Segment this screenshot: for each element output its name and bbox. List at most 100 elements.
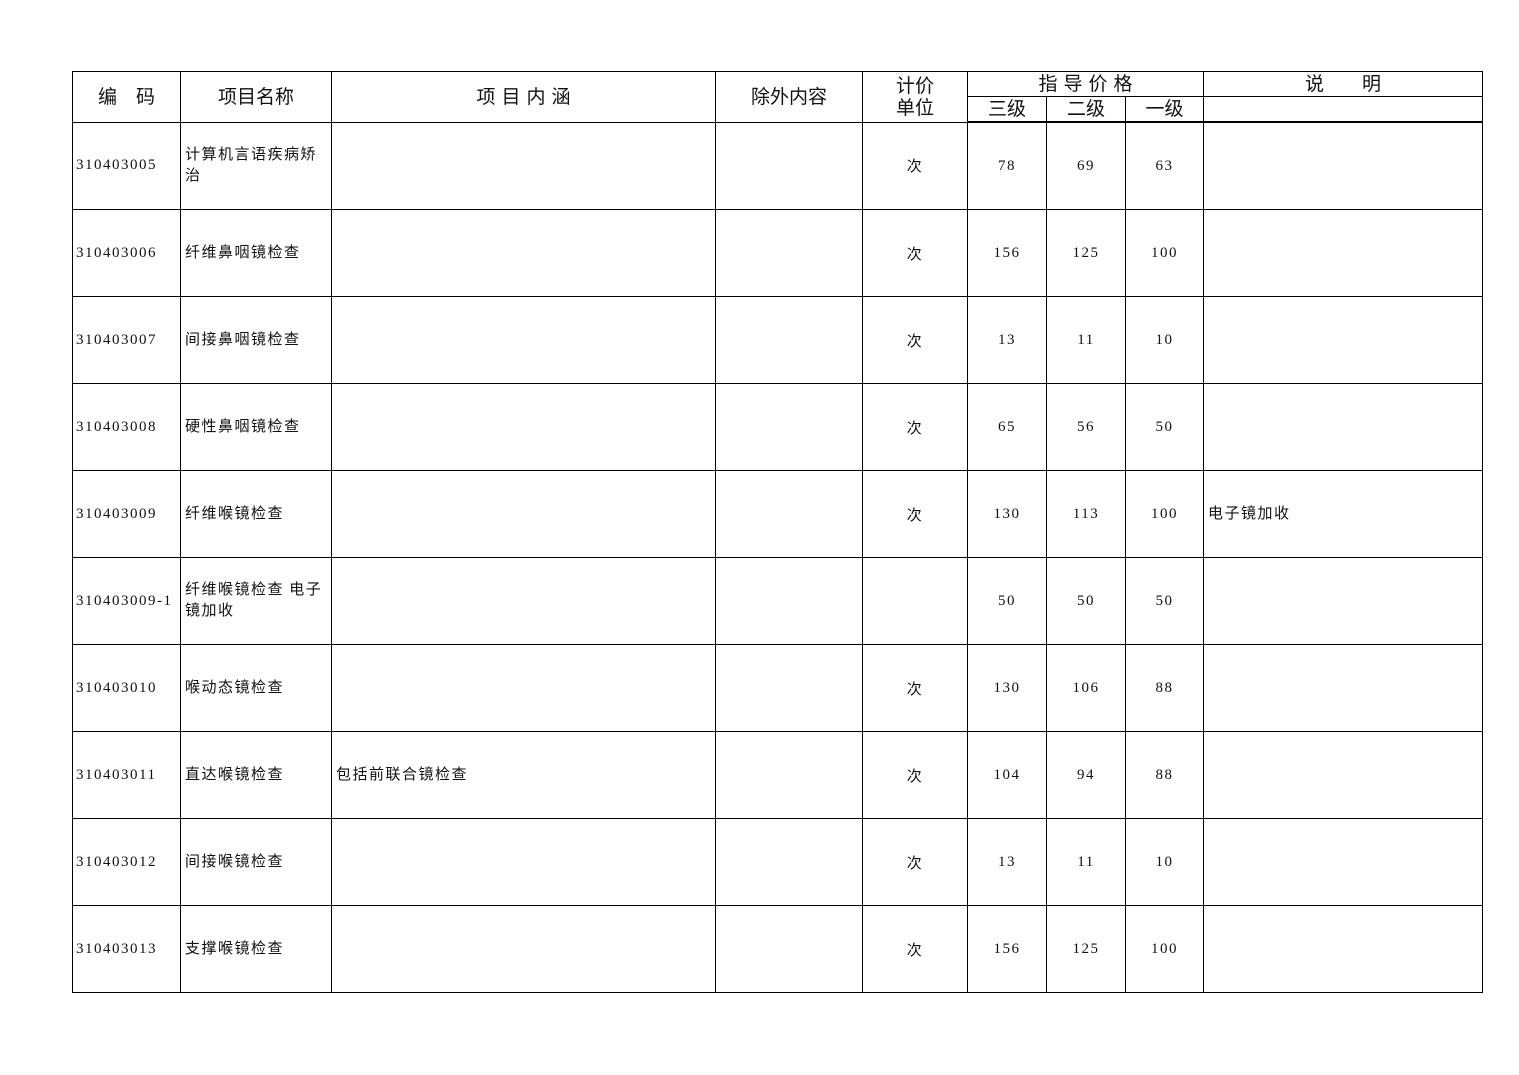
cell-level1: 100 xyxy=(1124,470,1205,558)
cell-level1: 100 xyxy=(1124,209,1205,297)
cell-content xyxy=(331,905,716,993)
cell-level3: 78 xyxy=(967,121,1047,210)
cell-content xyxy=(331,121,716,210)
cell-level3: 130 xyxy=(967,644,1047,732)
cell-code: 310403007 xyxy=(72,296,181,384)
cell-name: 间接喉镜检查 xyxy=(180,818,332,906)
header-level2: 二级 xyxy=(1046,96,1126,123)
cell-level2: 11 xyxy=(1046,818,1126,906)
header-note: 说 明 xyxy=(1203,71,1484,97)
table-row: 310403009-1 纤维喉镜检查 电子镜加收 50 50 50 xyxy=(72,557,1484,645)
price-table: 编 码 项目名称 项 目 内 涵 除外内容 计价 单位 指 导 价 格 说 明 三… xyxy=(72,71,1484,993)
cell-excluded xyxy=(715,557,863,645)
cell-level3: 13 xyxy=(967,818,1047,906)
cell-name: 纤维鼻咽镜检查 xyxy=(180,209,332,297)
cell-note: 电子镜加收 xyxy=(1203,470,1484,558)
cell-excluded xyxy=(715,905,863,993)
cell-content xyxy=(331,383,716,471)
header-unit: 计价 单位 xyxy=(862,71,968,123)
cell-content xyxy=(331,209,716,297)
cell-level2: 106 xyxy=(1046,644,1126,732)
table-row: 310403008 硬性鼻咽镜检查 次 65 56 50 xyxy=(72,383,1484,471)
cell-unit: 次 xyxy=(862,383,968,471)
cell-code: 310403012 xyxy=(72,818,181,906)
cell-excluded xyxy=(715,818,863,906)
cell-excluded xyxy=(715,296,863,384)
cell-name: 喉动态镜检查 xyxy=(180,644,332,732)
cell-level2: 11 xyxy=(1046,296,1126,384)
cell-excluded xyxy=(715,731,863,819)
cell-code: 310403010 xyxy=(72,644,181,732)
table-row: 310403012 间接喉镜检查 次 13 11 10 xyxy=(72,818,1484,906)
cell-content xyxy=(331,818,716,906)
cell-name: 硬性鼻咽镜检查 xyxy=(180,383,332,471)
header-unit-line2: 单位 xyxy=(895,96,934,119)
cell-content xyxy=(331,557,716,645)
cell-code: 310403009-1 xyxy=(72,557,181,645)
cell-level1: 100 xyxy=(1124,905,1205,993)
cell-note xyxy=(1203,905,1484,993)
cell-content: 包括前联合镜检查 xyxy=(331,731,716,819)
cell-level3: 13 xyxy=(967,296,1047,384)
cell-level3: 50 xyxy=(967,557,1047,645)
cell-excluded xyxy=(715,209,863,297)
cell-level1: 50 xyxy=(1124,557,1205,645)
cell-level3: 156 xyxy=(967,905,1047,993)
cell-name: 直达喉镜检查 xyxy=(180,731,332,819)
cell-name: 间接鼻咽镜检查 xyxy=(180,296,332,384)
cell-content xyxy=(331,296,716,384)
cell-level1: 10 xyxy=(1124,818,1205,906)
cell-level3: 130 xyxy=(967,470,1047,558)
header-content: 项 目 内 涵 xyxy=(331,71,716,123)
cell-level1: 63 xyxy=(1124,121,1205,210)
cell-note xyxy=(1203,383,1484,471)
header-code: 编 码 xyxy=(72,71,181,123)
table-row: 310403006 纤维鼻咽镜检查 次 156 125 100 xyxy=(72,209,1484,297)
header-guide-price: 指 导 价 格 xyxy=(966,71,1205,97)
cell-level3: 156 xyxy=(967,209,1047,297)
header-name: 项目名称 xyxy=(180,71,332,123)
cell-note xyxy=(1203,557,1484,645)
table-body: 310403005 计算机言语疾病矫治次 78 69 63 310403006 纤维鼻咽镜检… xyxy=(72,121,1484,993)
cell-name: 计算机言语疾病矫治 xyxy=(180,121,332,210)
cell-code: 310403005 xyxy=(72,121,181,210)
cell-unit: 次 xyxy=(862,905,968,993)
cell-note xyxy=(1203,644,1484,732)
cell-name: 支撑喉镜检查 xyxy=(180,905,332,993)
cell-unit: 次 xyxy=(862,818,968,906)
cell-unit xyxy=(862,557,968,645)
header-note-blank xyxy=(1203,96,1484,123)
cell-note xyxy=(1203,209,1484,297)
cell-level2: 125 xyxy=(1046,905,1126,993)
header-excluded: 除外内容 xyxy=(715,71,863,123)
cell-level2: 94 xyxy=(1046,731,1126,819)
cell-name: 纤维喉镜检查 xyxy=(180,470,332,558)
cell-content xyxy=(331,470,716,558)
cell-level2: 50 xyxy=(1046,557,1126,645)
cell-level2: 56 xyxy=(1046,383,1126,471)
cell-content xyxy=(331,644,716,732)
header-unit-line1: 计价 xyxy=(895,74,934,97)
cell-code: 310403006 xyxy=(72,209,181,297)
table-row: 310403011 直达喉镜检查 包括前联合镜检查 次 104 94 88 xyxy=(72,731,1484,819)
cell-level3: 104 xyxy=(967,731,1047,819)
table-row: 310403009 纤维喉镜检查 次 130 113 100 电子镜加收 xyxy=(72,470,1484,558)
cell-note xyxy=(1203,731,1484,819)
cell-unit: 次 xyxy=(862,731,968,819)
cell-unit: 次 xyxy=(862,121,968,210)
cell-unit: 次 xyxy=(862,209,968,297)
cell-note xyxy=(1203,121,1484,210)
cell-unit: 次 xyxy=(862,470,968,558)
cell-level3: 65 xyxy=(967,383,1047,471)
cell-level1: 50 xyxy=(1124,383,1205,471)
cell-code: 310403011 xyxy=(72,731,181,819)
cell-level1: 10 xyxy=(1124,296,1205,384)
table-row: 310403005 计算机言语疾病矫治 次 78 69 63 xyxy=(72,121,1484,210)
cell-name: 纤维喉镜检查 电子镜加收 xyxy=(180,557,332,645)
cell-note xyxy=(1203,818,1484,906)
table-row: 310403013 支撑喉镜检查 次 156 125 100 xyxy=(72,905,1484,993)
cell-code: 310403009 xyxy=(72,470,181,558)
cell-level1: 88 xyxy=(1124,644,1205,732)
cell-excluded xyxy=(715,470,863,558)
cell-excluded xyxy=(715,644,863,732)
